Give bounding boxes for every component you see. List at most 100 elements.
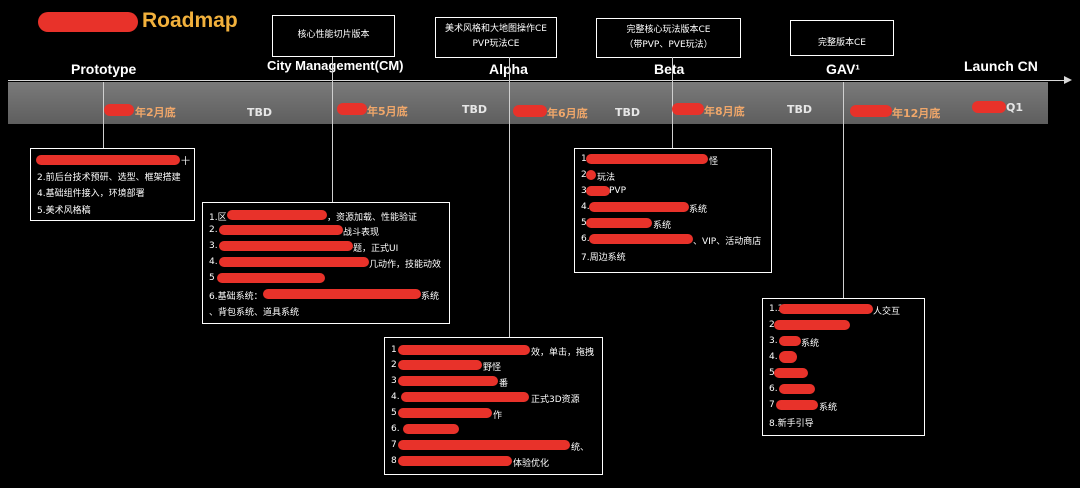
task-item: 系统 — [653, 221, 672, 231]
task-item: PVP — [609, 186, 627, 196]
task-item: 正式3D资源 — [531, 395, 580, 405]
beta-top-box-line: 完整核心玩法版本CE — [626, 25, 711, 35]
task-item: 系统 — [819, 403, 838, 413]
task-item: 5 — [769, 368, 775, 378]
date-aug: 年8月底 — [704, 105, 745, 118]
task-item: 6. — [769, 384, 778, 394]
task-item: 系统 — [421, 292, 440, 302]
alpha-top-box-line: 美术风格和大地图操作CE — [445, 24, 547, 34]
redacted-text — [219, 225, 343, 235]
task-item: 1 — [391, 345, 397, 355]
task-item: 系统 — [689, 205, 708, 215]
redacted-text — [776, 400, 818, 410]
stage-prototype: Prototype — [71, 61, 137, 77]
task-item: 7 — [391, 440, 397, 450]
redacted-text — [586, 218, 652, 228]
redacted-text — [774, 320, 850, 330]
connector-line — [332, 57, 333, 202]
task-item: 番 — [499, 379, 509, 389]
redacted-text — [589, 234, 693, 244]
connector-line — [509, 57, 510, 337]
tbd-label: TBD — [787, 103, 813, 116]
task-item: 、VIP、活动商店 — [693, 237, 762, 247]
task-item: 8.新手引导 — [769, 419, 814, 429]
prototype-task-box: 十 2.前后台技术预研、选型、框架搭建 4.基础组件接入，环境部署 5.美术风格… — [30, 148, 195, 221]
task-item: 体验优化 — [513, 459, 550, 469]
task-item: 作 — [493, 411, 503, 421]
task-item: 4. — [391, 392, 400, 402]
redacted-year — [850, 105, 892, 117]
timeline-arrow-icon — [1064, 76, 1072, 84]
task-item: 7.周边系统 — [581, 253, 626, 263]
roadmap-title: Roadmap — [142, 9, 238, 32]
task-item: 玩法 — [597, 173, 616, 183]
task-item: 、背包系统、道具系统 — [209, 308, 300, 318]
gav-top-box: 完整版本CE — [790, 20, 894, 56]
task-item: 战斗表现 — [343, 228, 380, 238]
task-item: 题，正式UI — [353, 244, 399, 254]
redacted-text — [398, 408, 492, 418]
task-item: 2 — [391, 360, 397, 370]
task-item: 4.基础组件接入，环境部署 — [37, 189, 145, 199]
connector-line — [103, 82, 104, 148]
redacted-text — [398, 360, 482, 370]
redacted-text — [398, 456, 512, 466]
gav-top-box-line: 完整版本CE — [818, 38, 866, 48]
stage-launch-cn: Launch CN — [964, 58, 1038, 74]
alpha-top-box-line: PVP玩法CE — [472, 39, 520, 49]
redacted-text — [219, 241, 353, 251]
redacted-text — [217, 273, 325, 283]
task-item: 系统 — [801, 339, 820, 349]
task-item: 6. — [391, 424, 400, 434]
stage-beta: Beta — [654, 61, 685, 77]
timeline-axis — [8, 80, 1068, 81]
redacted-text — [219, 257, 369, 267]
task-item: 6.基础系统： — [209, 292, 263, 302]
task-item: 3. — [769, 336, 778, 346]
redacted-text — [774, 368, 808, 378]
date-may: 年5月底 — [367, 105, 408, 118]
task-item: 5 — [209, 273, 215, 283]
tbd-label: TBD — [615, 106, 641, 119]
timeline-bar — [8, 82, 1048, 124]
date-jun: 年6月底 — [547, 107, 588, 120]
task-item: 统、 — [571, 443, 590, 453]
task-item: 效，单击，拖拽 — [531, 348, 595, 358]
beta-task-box: 1 怪 2 玩法 3 PVP 4. 系统 5 系统 6. 、VIP、活动商店 7… — [574, 148, 772, 273]
redacted-text — [779, 351, 797, 363]
task-item: 2 — [769, 320, 775, 330]
redacted-text — [403, 424, 459, 434]
redacted-text — [586, 186, 610, 196]
task-item: 4. — [209, 257, 218, 267]
task-item: 4. — [581, 202, 590, 212]
redacted-text — [401, 392, 529, 402]
redacted-text — [779, 384, 815, 394]
task-item: 十 — [181, 157, 191, 167]
stage-gav: GAV¹ — [826, 61, 860, 77]
task-item: 1.区 — [209, 213, 227, 223]
task-item: 野怪 — [483, 363, 502, 373]
task-item: 7 — [769, 400, 775, 410]
task-item: 2.前后台技术预研、选型、框架搭建 — [37, 173, 181, 183]
task-item: 1 — [581, 154, 587, 164]
redacted-text — [586, 154, 708, 164]
cm-task-box: 1.区 ，资源加载、性能验证 2. 战斗表现 3. 题，正式UI 4. 几动作，… — [202, 202, 450, 324]
task-item: 2. — [209, 225, 218, 235]
redacted-text — [589, 202, 689, 212]
cm-top-box-line: 核心性能切片版本 — [297, 30, 370, 40]
task-item: 2 — [581, 170, 587, 180]
redacted-text — [779, 336, 801, 346]
date-dec: 年12月底 — [892, 107, 941, 120]
connector-line — [672, 57, 673, 148]
task-item: 怪 — [709, 157, 719, 167]
task-item: 8 — [391, 456, 397, 466]
task-item: 几动作，技能动效 — [369, 260, 442, 270]
redacted-text — [227, 210, 327, 220]
task-item: 4. — [769, 352, 778, 362]
task-item: 5.美术风格稿 — [37, 206, 91, 216]
redacted-year — [672, 103, 704, 115]
connector-line — [843, 82, 844, 298]
alpha-top-box: 美术风格和大地图操作CE PVP玩法CE — [435, 17, 557, 58]
redacted-year — [337, 103, 367, 115]
stage-alpha: Alpha — [489, 61, 528, 77]
